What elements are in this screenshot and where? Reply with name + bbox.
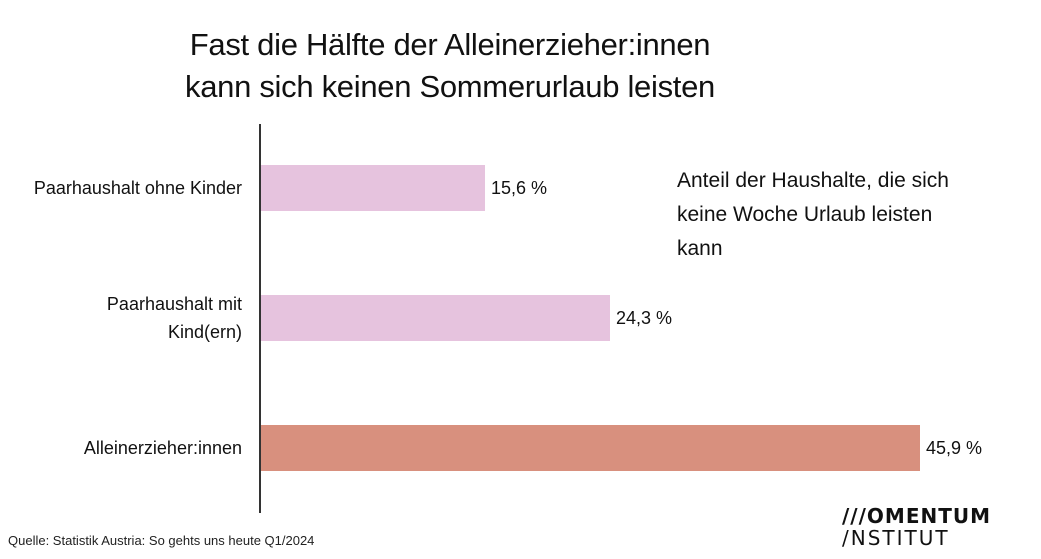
category-label-2: Paarhaushalt mit Kind(ern) bbox=[106, 294, 242, 342]
chart-title-line-2: kann sich keinen Sommerurlaub leisten bbox=[185, 69, 715, 104]
value-label-3: 45,9 % bbox=[926, 438, 983, 458]
value-label-1: 15,6 % bbox=[491, 178, 548, 198]
category-label-1: Paarhaushalt ohne Kinder bbox=[33, 178, 242, 198]
chart-title: Fast die Hälfte der Alleinerzieher:innen… bbox=[140, 24, 760, 108]
bar-1 bbox=[261, 165, 485, 211]
chart-title-line-1: Fast die Hälfte der Alleinerzieher:innen bbox=[189, 27, 711, 62]
bar-3 bbox=[261, 425, 920, 471]
chart-subtitle: Anteil der Haushalte, die sich keine Woc… bbox=[677, 169, 949, 260]
bar-2 bbox=[261, 295, 610, 341]
y-axis-line bbox=[259, 124, 261, 513]
value-label-2: 24,3 % bbox=[616, 308, 673, 328]
logo-line-1: ///OMENTUM bbox=[842, 504, 992, 528]
source-note: Quelle: Statistik Austria: So gehts uns … bbox=[8, 533, 315, 548]
momentum-institut-logo: ///OMENTUM /NSTITUT bbox=[842, 505, 1017, 549]
logo-line-2: /NSTITUT bbox=[842, 526, 950, 550]
category-label-3: Alleinerzieher:innen bbox=[83, 438, 242, 458]
